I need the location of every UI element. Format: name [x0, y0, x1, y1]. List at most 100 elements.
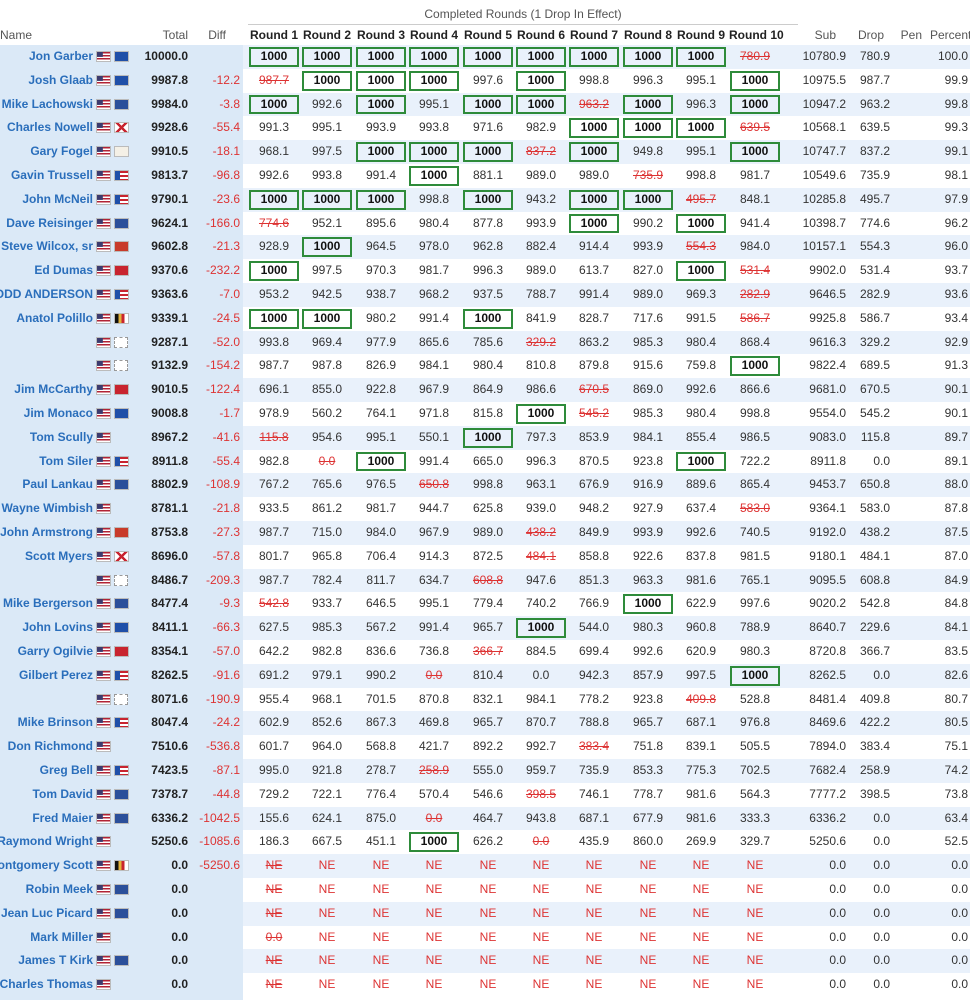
- round-5-score: 1000: [463, 307, 513, 331]
- diff-score: -24.2: [212, 715, 240, 730]
- round-7-column-header[interactable]: Round 7: [570, 28, 618, 42]
- pilot-name-link[interactable]: Mike Bergerson: [0, 592, 93, 616]
- pilot-name: Gavin Trussell: [10, 168, 93, 182]
- row-background: [243, 568, 970, 593]
- pilot-name-link[interactable]: Jean Luc Picard: [0, 902, 93, 926]
- round-4-score: 650.8: [418, 477, 450, 492]
- pilot-name-link[interactable]: [0, 569, 93, 593]
- pilot-name-link[interactable]: [0, 331, 93, 355]
- pilot-name-link[interactable]: Steve Wilcox, sr: [0, 235, 93, 259]
- pen-column-header[interactable]: Pen: [900, 28, 922, 42]
- row-background: [243, 45, 970, 69]
- total-score: 8911.8: [151, 453, 188, 468]
- pilot-name-link[interactable]: Gary Fogel: [0, 140, 93, 164]
- pilot-name-link[interactable]: Charles Thomas: [0, 973, 93, 997]
- round-10-score: 984.0: [739, 239, 771, 254]
- pilot-name-link[interactable]: Josh Glaab: [0, 69, 93, 93]
- table-row: Tom David 7378.7 -44.8 729.2 722.1 776.4 570.4…: [0, 783, 970, 807]
- total-column-header[interactable]: Total: [162, 28, 188, 42]
- pilot-name-link[interactable]: Gavin Trussell: [0, 164, 93, 188]
- pilot-name-link[interactable]: Tom Siler: [0, 450, 93, 474]
- round-1-score: 993.8: [258, 334, 290, 349]
- state-flag-icon: [114, 289, 129, 300]
- pilot-name-link[interactable]: Dave Reisinger: [0, 212, 93, 236]
- pilot-name-link[interactable]: Scott Myers: [0, 545, 93, 569]
- pilot-name: Fred Maier: [32, 810, 93, 825]
- pilot-name-link[interactable]: John McNeil: [0, 188, 93, 212]
- round-5-score: NE: [479, 858, 497, 873]
- pilot-name-link[interactable]: Mike Brinson: [0, 711, 93, 735]
- drop-score: 0.0: [873, 810, 890, 825]
- pilot-name-link[interactable]: Mike Lachowski: [0, 93, 93, 117]
- round-1-column-header[interactable]: Round 1: [250, 28, 298, 42]
- percent-score: 91.3: [944, 358, 968, 373]
- broken-image-icon: [114, 336, 128, 348]
- total-score: 9010.5: [151, 382, 188, 397]
- table-header-row: Name Total Diff Sub Drop Pen Percent Rou…: [0, 25, 970, 45]
- round-4-score: 968.2: [418, 287, 450, 301]
- pilot-name-link[interactable]: Robin Meek: [0, 878, 93, 902]
- round-6-score: NE: [532, 953, 550, 968]
- pilot-name-link[interactable]: Garry Ogilvie: [0, 640, 93, 664]
- percent-column-header[interactable]: Percent: [930, 28, 970, 42]
- pilot-name-link[interactable]: John Armstrong: [0, 521, 93, 545]
- diff-score: -57.0: [212, 644, 240, 658]
- round-1-score: 774.6: [258, 215, 290, 230]
- round-6-column-header[interactable]: Round 6: [517, 28, 565, 42]
- pilot-name-link[interactable]: TODD ANDERSON: [0, 283, 93, 307]
- diff-score: -154.2: [205, 358, 240, 373]
- round-2-column-header[interactable]: Round 2: [303, 28, 351, 42]
- sub-total: 9554.0: [809, 406, 846, 420]
- round-10-column-header[interactable]: Round 10: [729, 28, 784, 42]
- round-3-score: 993.9: [365, 120, 397, 135]
- round-6-score: 1000: [516, 402, 566, 426]
- round-8-score: 984.1: [632, 429, 664, 444]
- round-10-score: 528.8: [739, 691, 771, 706]
- pilot-name-link[interactable]: Fred Maier: [0, 807, 93, 831]
- round-5-column-header[interactable]: Round 5: [464, 28, 512, 42]
- pilot-name-link[interactable]: Don Richmond: [0, 735, 93, 759]
- pilot-name-link[interactable]: Charles Nowell: [0, 116, 93, 140]
- round-4-score: 0.0: [425, 667, 443, 682]
- pilot-name-link[interactable]: [0, 688, 93, 712]
- pilot-name-link[interactable]: Mark Miller: [0, 926, 93, 950]
- pilot-name-link[interactable]: [0, 354, 93, 378]
- total-score: 0.0: [171, 858, 188, 873]
- pilot-name-link[interactable]: Montgomery Scott: [0, 854, 93, 878]
- pilot-name-link[interactable]: Anatol Polillo: [0, 307, 93, 331]
- sub-total: 0.0: [829, 905, 846, 920]
- pilot-name-link[interactable]: John Lovins: [0, 616, 93, 640]
- round-6-score: NE: [532, 858, 550, 873]
- pilot-name-link[interactable]: Jim McCarthy: [0, 378, 93, 402]
- pilot-name-link[interactable]: Jon Garber: [0, 45, 93, 69]
- pilot-name-link[interactable]: Gilbert Perez: [0, 664, 93, 688]
- pilot-name-link[interactable]: Raymond Wright: [0, 830, 93, 854]
- round-4-column-header[interactable]: Round 4: [410, 28, 458, 42]
- pilot-name-link[interactable]: Tom Scully: [0, 426, 93, 450]
- pilot-name: Robin Meek: [25, 882, 93, 896]
- pilot-name-link[interactable]: Ed Dumas: [0, 259, 93, 283]
- table-row: Wayne Wimbish 8781.1 -21.8 933.5 861.2 981.7 9…: [0, 497, 970, 521]
- round-7-score: 828.7: [578, 310, 610, 325]
- round-1-score: NE: [265, 953, 283, 968]
- pilot-name-link[interactable]: Paul Lankau: [0, 473, 93, 497]
- state-flag-icon: [114, 146, 129, 158]
- pilot-name-link[interactable]: Wayne Wimbish: [0, 497, 93, 521]
- round-1-score: 767.2: [258, 477, 290, 492]
- table-row: James T Kirk 0.0 NE NE NE NE NE NE NE NE NE NE 0.0 0.…: [0, 949, 970, 974]
- round-9-column-header[interactable]: Round 9: [677, 28, 725, 42]
- diff-column-header[interactable]: Diff: [208, 28, 226, 42]
- pilot-name-link[interactable]: James T Kirk: [0, 949, 93, 973]
- drop-column-header[interactable]: Drop: [857, 28, 884, 42]
- sub-column-header[interactable]: Sub: [814, 28, 836, 42]
- pilot-name-link[interactable]: Jim Monaco: [0, 402, 93, 426]
- round-3-score: 836.6: [365, 644, 397, 658]
- round-8-column-header[interactable]: Round 8: [624, 28, 672, 42]
- name-column-header[interactable]: Name: [0, 28, 33, 42]
- round-7-score: NE: [585, 858, 603, 873]
- round-3-column-header[interactable]: Round 3: [357, 28, 405, 42]
- round-1-score: 992.6: [258, 168, 290, 182]
- pilot-name-link[interactable]: Greg Bell: [0, 759, 93, 783]
- round-7-score: 942.3: [578, 667, 610, 682]
- pilot-name-link[interactable]: Tom David: [0, 783, 93, 807]
